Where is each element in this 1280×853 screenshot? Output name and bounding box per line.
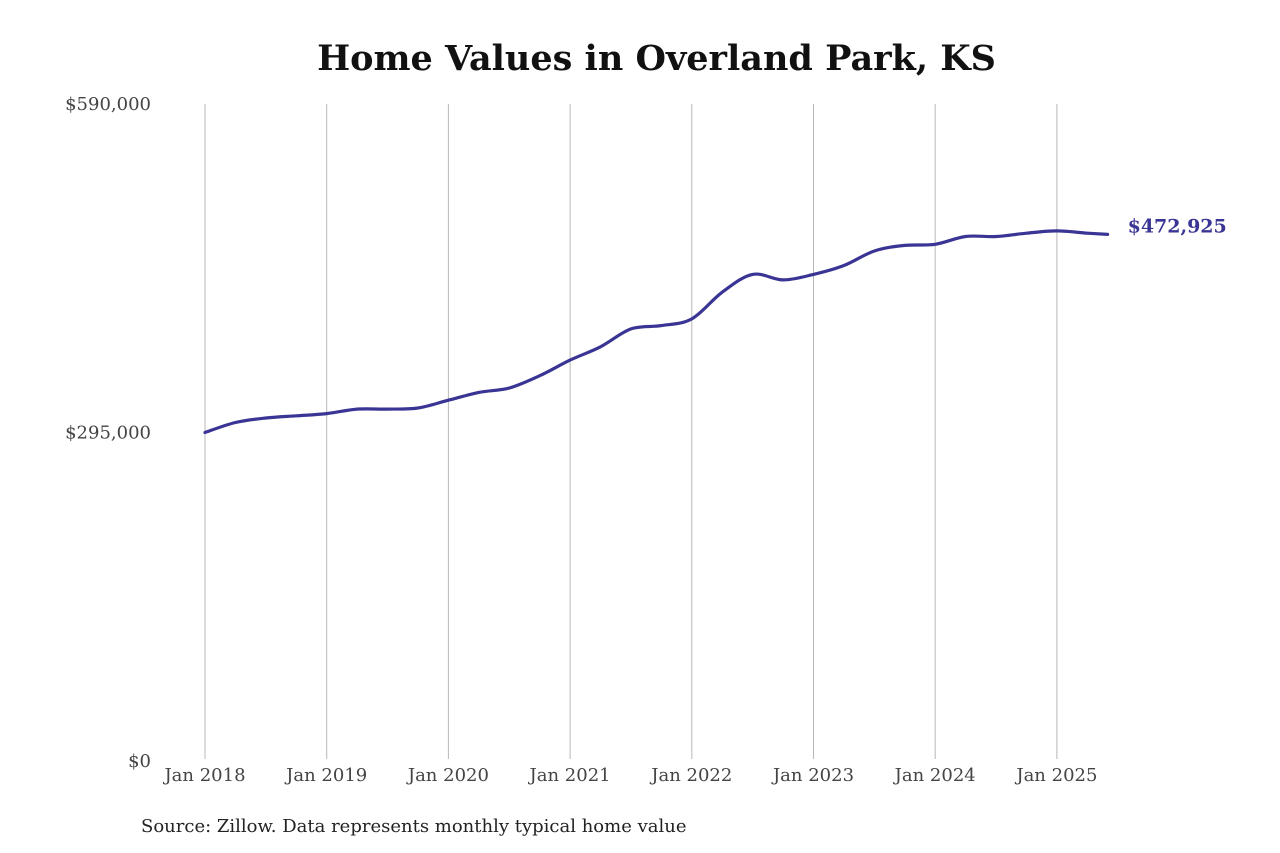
x-axis-ticks: Jan 2018 Jan 2019 Jan 2020 Jan 2021 Jan 2022… xyxy=(162,765,1097,786)
source-note: Source: Zillow. Data represents monthly … xyxy=(141,816,687,837)
y-tick-label: $0 xyxy=(128,751,151,772)
chart-title: Home Values in Overland Park, KS xyxy=(317,38,996,79)
series-layer xyxy=(203,229,1110,435)
series-line-0 xyxy=(203,229,1110,435)
x-tick-label: Jan 2022 xyxy=(649,765,732,786)
x-tick-label: Jan 2023 xyxy=(771,765,854,786)
gridlines xyxy=(204,104,1058,759)
x-tick-label: Jan 2024 xyxy=(893,765,976,786)
x-tick-label: Jan 2020 xyxy=(406,765,489,786)
y-tick-label: $295,000 xyxy=(65,423,151,444)
label-layer: $472,925 xyxy=(1128,215,1227,237)
y-tick-label: $590,000 xyxy=(65,94,151,115)
x-tick-label: Jan 2018 xyxy=(162,765,245,786)
y-axis-ticks: $0 $295,000 $590,000 xyxy=(65,94,151,772)
end-value-label: $472,925 xyxy=(1128,215,1227,237)
x-tick-label: Jan 2025 xyxy=(1014,765,1097,786)
x-tick-label: Jan 2019 xyxy=(284,765,367,786)
x-tick-label: Jan 2021 xyxy=(528,765,611,786)
